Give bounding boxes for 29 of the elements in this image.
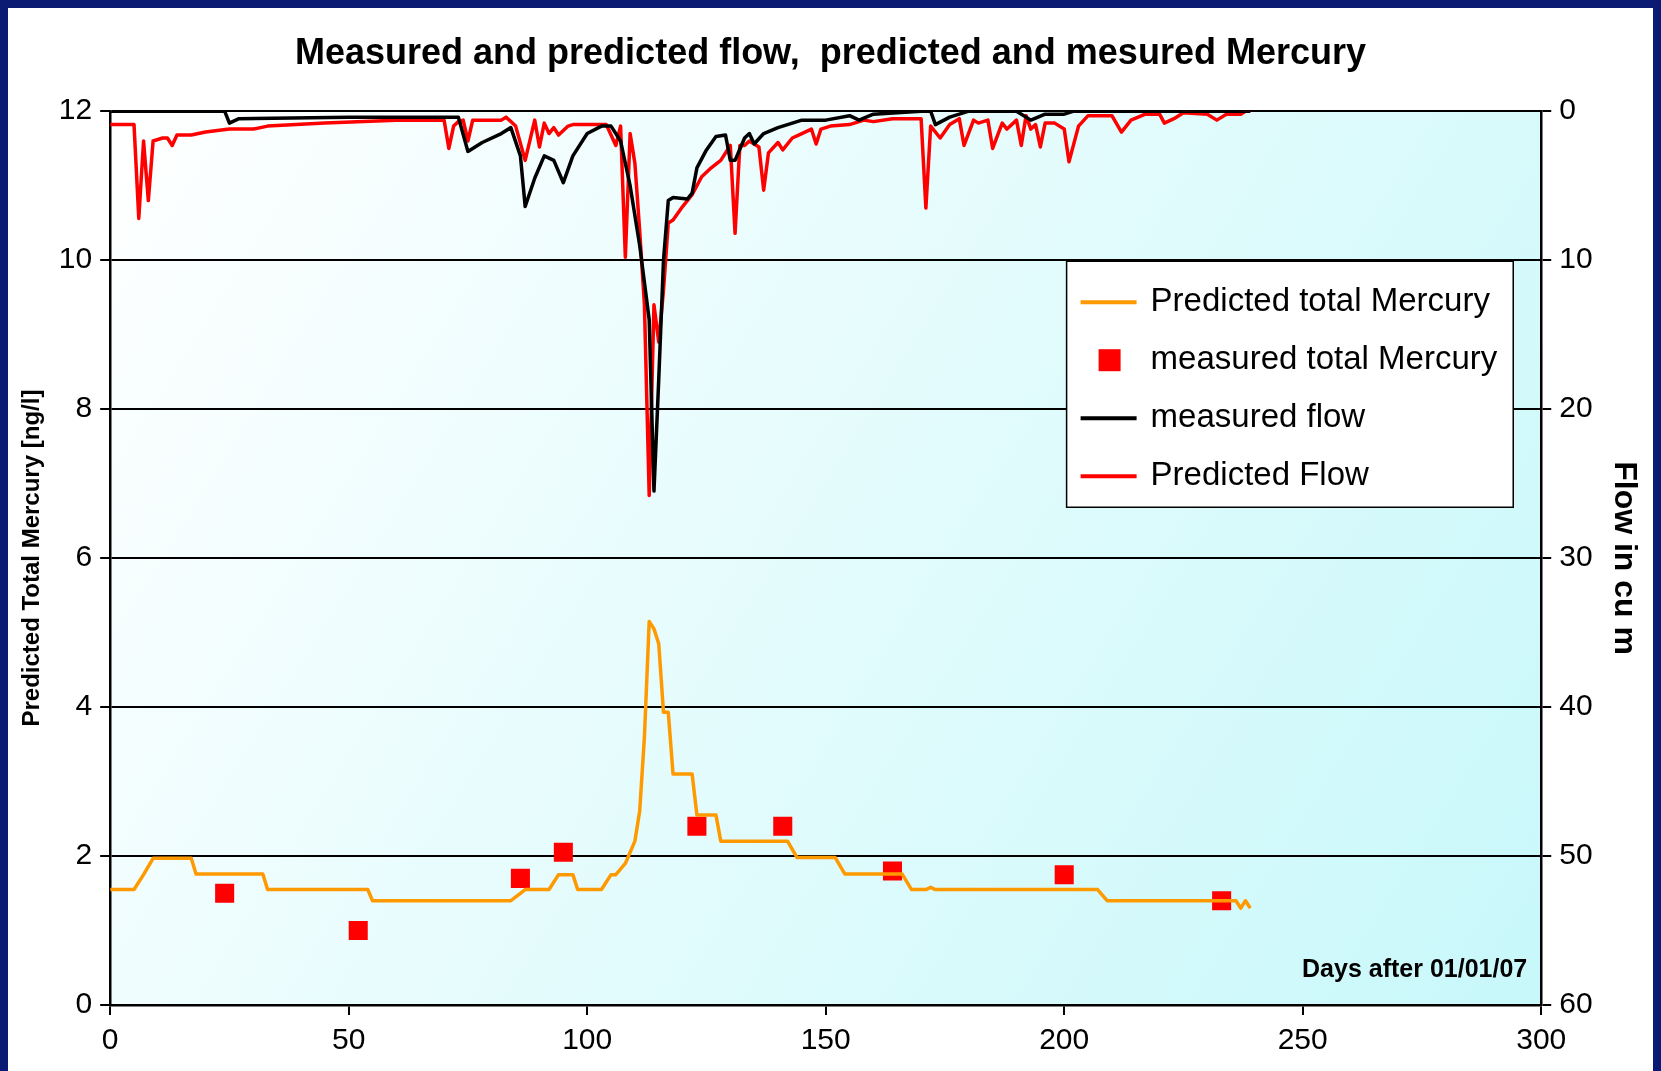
x-tick-label: 150 (800, 1022, 851, 1056)
y2-tick-label: 10 (1559, 241, 1593, 275)
y-tick-label: 6 (75, 539, 93, 573)
y2-tick-label: 40 (1559, 688, 1593, 722)
y2-axis-title: Flow in cu m (1607, 461, 1644, 655)
y-tick-label: 12 (58, 92, 93, 126)
legend-label: Predicted total Mercury (1150, 281, 1491, 319)
y2-tick-label: 50 (1559, 837, 1593, 871)
x-tick-label: 50 (331, 1022, 366, 1056)
y2-tick-label: 0 (1559, 92, 1576, 126)
y-axis-title: Predicted Total Mercury [ng/l] (17, 389, 45, 727)
x-axis-title: Days after 01/01/07 (1302, 954, 1528, 983)
x-tick-label: 300 (1516, 1022, 1567, 1056)
y2-tick-label: 20 (1559, 390, 1593, 424)
y2-tick-label: 30 (1559, 539, 1593, 573)
legend-label: measured total Mercury (1150, 339, 1498, 377)
x-tick-label: 250 (1277, 1022, 1328, 1056)
x-tick-label: 100 (562, 1022, 613, 1056)
y-tick-label: 8 (75, 390, 93, 424)
y-tick-label: 0 (75, 986, 93, 1020)
legend-label: measured flow (1150, 397, 1366, 435)
y2-tick-label: 60 (1559, 986, 1593, 1020)
x-tick-label: 200 (1039, 1022, 1090, 1056)
y-tick-label: 4 (75, 688, 93, 722)
x-tick-label: 0 (101, 1022, 119, 1056)
legend-label: Predicted Flow (1150, 455, 1370, 493)
y-tick-label: 2 (75, 837, 93, 871)
chart-title: Measured and predicted flow, predicted and mesured Mercury (295, 30, 1366, 72)
y-tick-label: 10 (58, 241, 93, 275)
